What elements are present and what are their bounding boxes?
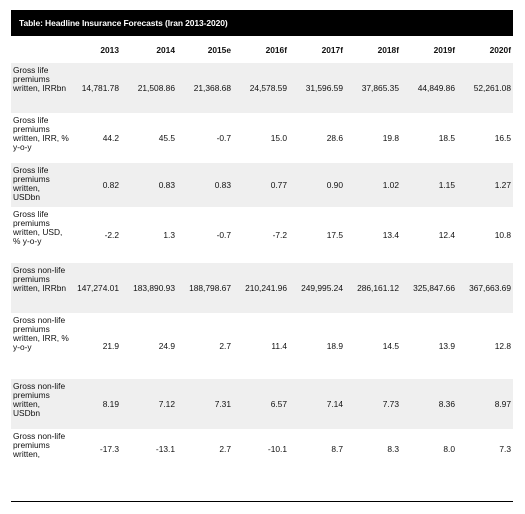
table-cell: 14,781.78 <box>69 63 121 113</box>
table-cell: 8.0 <box>401 429 457 469</box>
table-cell: 12.4 <box>401 207 457 263</box>
table-cell: 18.9 <box>289 313 345 379</box>
table-cell: 2.7 <box>177 313 233 379</box>
row-label: Gross life premiums written, IRRbn <box>11 63 69 113</box>
table-cell: 0.83 <box>121 163 177 207</box>
row-label: Gross non-life premiums written, IRRbn <box>11 263 69 313</box>
table-cell: 0.82 <box>69 163 121 207</box>
table-cell: -0.7 <box>177 207 233 263</box>
header-row: 2013 2014 2015e 2016f 2017f 2018f 2019f … <box>11 36 513 63</box>
table-title: Table: Headline Insurance Forecasts (Ira… <box>11 10 513 36</box>
table-cell: 286,161.12 <box>345 263 401 313</box>
table-cell: 24.9 <box>121 313 177 379</box>
table-row: Gross life premiums written, USDbn 0.82 0.… <box>11 163 513 207</box>
table-cell: 44.2 <box>69 113 121 163</box>
table-cell: -0.7 <box>177 113 233 163</box>
table-cell: 325,847.66 <box>401 263 457 313</box>
table-cell: 147,274.01 <box>69 263 121 313</box>
row-label: Gross non-life premiums written, USDbn <box>11 379 69 429</box>
table-cell: 44,849.86 <box>401 63 457 113</box>
row-label: Gross non-life premiums written, IRR, % … <box>11 313 69 379</box>
table-cell: 12.8 <box>457 313 513 379</box>
table-cell: 8.19 <box>69 379 121 429</box>
table-cell: 0.90 <box>289 163 345 207</box>
table-cell: -10.1 <box>233 429 289 469</box>
table-cell: 367,663.69 <box>457 263 513 313</box>
table-cell: 13.9 <box>401 313 457 379</box>
table-cell: 19.8 <box>345 113 401 163</box>
table-cell: 7.73 <box>345 379 401 429</box>
table-cell: 183,890.93 <box>121 263 177 313</box>
table-cell: 21,368.68 <box>177 63 233 113</box>
row-label: Gross non-life premiums written, <box>11 429 69 469</box>
table-cell: 11.4 <box>233 313 289 379</box>
col-header-2016f: 2016f <box>265 44 287 55</box>
row-label: Gross life premiums written, USDbn <box>11 163 69 207</box>
table-cell: -17.3 <box>69 429 121 469</box>
table-cell: 28.6 <box>289 113 345 163</box>
table-row: Gross non-life premiums written, IRR, % … <box>11 313 513 379</box>
table-cell: 7.3 <box>457 429 513 469</box>
table-cell: -2.2 <box>69 207 121 263</box>
table-cell: 17.5 <box>289 207 345 263</box>
table-cell: 0.83 <box>177 163 233 207</box>
table-row: Gross non-life premiums written, USDbn 8.… <box>11 379 513 429</box>
table-cell: 8.7 <box>289 429 345 469</box>
col-header-2018f: 2018f <box>377 44 399 55</box>
col-header-2013: 2013 <box>100 44 119 55</box>
row-label: Gross life premiums written, IRR, % y-o-… <box>11 113 69 163</box>
table-cell: 16.5 <box>457 113 513 163</box>
col-header-2014: 2014 <box>156 44 175 55</box>
table-cell: 21,508.86 <box>121 63 177 113</box>
table-row: Gross life premiums written, USD, % y-o-… <box>11 207 513 263</box>
table-row: Gross life premiums written, IRRbn 14,781… <box>11 63 513 113</box>
table-cell: -7.2 <box>233 207 289 263</box>
forecast-table-panel: Table: Headline Insurance Forecasts (Ira… <box>11 10 513 469</box>
table-cell: 18.5 <box>401 113 457 163</box>
table-cell: 14.5 <box>345 313 401 379</box>
table-cell: 13.4 <box>345 207 401 263</box>
table-cell: 1.15 <box>401 163 457 207</box>
table-row: Gross non-life premiums written, IRRbn 14… <box>11 263 513 313</box>
table-cell: 0.77 <box>233 163 289 207</box>
table-cell: 249,995.24 <box>289 263 345 313</box>
col-header-2017f: 2017f <box>321 44 343 55</box>
table-cell: 1.02 <box>345 163 401 207</box>
table-cell: 8.3 <box>345 429 401 469</box>
forecast-table: 2013 2014 2015e 2016f 2017f 2018f 2019f … <box>11 36 513 469</box>
table-cell: 52,261.08 <box>457 63 513 113</box>
table-cell: 31,596.59 <box>289 63 345 113</box>
col-header-2015e: 2015e <box>207 44 231 55</box>
table-body: Gross life premiums written, IRRbn 14,781… <box>11 63 513 469</box>
table-cell: 8.36 <box>401 379 457 429</box>
col-header-2020f: 2020f <box>489 44 511 55</box>
table-cell: 210,241.96 <box>233 263 289 313</box>
table-cell: 8.97 <box>457 379 513 429</box>
table-cell: 21.9 <box>69 313 121 379</box>
table-row: Gross life premiums written, IRR, % y-o-… <box>11 113 513 163</box>
table-cell: 24,578.59 <box>233 63 289 113</box>
table-cell: 45.5 <box>121 113 177 163</box>
table-cell: 188,798.67 <box>177 263 233 313</box>
bottom-rule <box>11 501 513 502</box>
col-header-2019f: 2019f <box>433 44 455 55</box>
table-cell: 7.31 <box>177 379 233 429</box>
table-cell: 6.57 <box>233 379 289 429</box>
header-blank-cell <box>11 36 69 63</box>
table-cell: 7.12 <box>121 379 177 429</box>
table-row: Gross non-life premiums written, -17.3 -13… <box>11 429 513 469</box>
table-cell: 7.14 <box>289 379 345 429</box>
row-label: Gross life premiums written, USD, % y-o-… <box>11 207 69 263</box>
table-cell: 15.0 <box>233 113 289 163</box>
table-cell: 10.8 <box>457 207 513 263</box>
table-cell: 1.27 <box>457 163 513 207</box>
table-cell: 37,865.35 <box>345 63 401 113</box>
table-cell: 2.7 <box>177 429 233 469</box>
table-cell: -13.1 <box>121 429 177 469</box>
table-cell: 1.3 <box>121 207 177 263</box>
